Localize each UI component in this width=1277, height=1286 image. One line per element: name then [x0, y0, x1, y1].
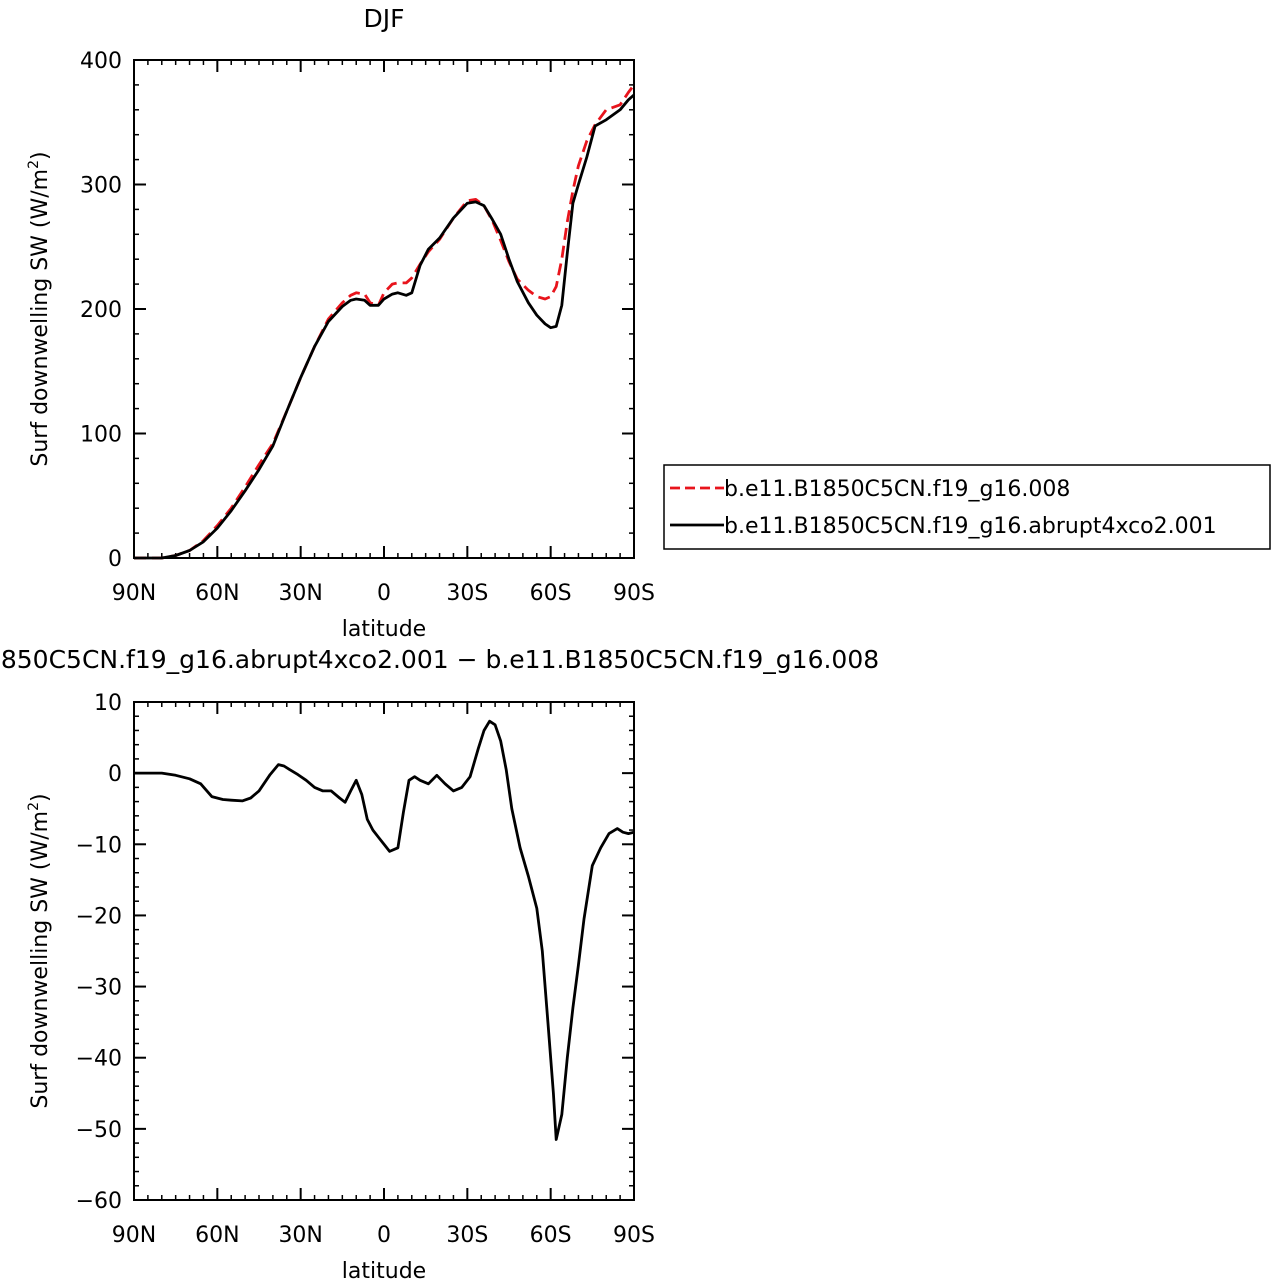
x-tick-label: 30S — [446, 1223, 488, 1248]
y-axis-label-main: Surf downwelling SW (W/m — [28, 169, 53, 467]
plot-frame — [133, 701, 635, 1201]
x-tick-label: 60N — [195, 1223, 239, 1248]
legend-entry-label: b.e11.B1850C5CN.f19_g16.008 — [724, 477, 1070, 502]
x-tick-label: 0 — [377, 1223, 391, 1248]
y-axis-label-close: ) — [28, 151, 53, 160]
y-tick-label: 100 — [80, 423, 122, 448]
plot-frame — [133, 59, 635, 559]
y-tick-label: 0 — [108, 762, 122, 787]
x-tick-label: 90S — [613, 1223, 655, 1248]
x-tick-label: 90N — [112, 581, 156, 606]
x-tick-label: 30N — [278, 1223, 322, 1248]
x-axis-label: latitude — [342, 617, 426, 642]
y-tick-label: −60 — [76, 1189, 122, 1214]
y-tick-label: −30 — [76, 976, 122, 1001]
y-tick-label: −20 — [76, 904, 122, 929]
chart-title: DJF — [363, 4, 404, 33]
x-tick-label: 60S — [530, 581, 572, 606]
y-axis-label-close: ) — [28, 793, 53, 802]
y-tick-label: −40 — [76, 1047, 122, 1072]
y-axis-label-superscript: 2 — [26, 160, 42, 169]
y-tick-label: 400 — [80, 49, 122, 74]
y-tick-label: −10 — [76, 833, 122, 858]
y-axis-label-superscript: 2 — [26, 802, 42, 811]
series-line-0 — [134, 719, 634, 1141]
x-tick-label: 90S — [613, 581, 655, 606]
chart-title: b.e11.B1850C5CN.f19_g16.abrupt4xco2.001 … — [0, 645, 879, 674]
bottom-panel-difference: b.e11.B1850C5CN.f19_g16.abrupt4xco2.001 … — [0, 645, 879, 1284]
legend-entry-label: b.e11.B1850C5CN.f19_g16.abrupt4xco2.001 — [724, 514, 1217, 539]
y-tick-label: 10 — [94, 691, 122, 716]
y-tick-label: 0 — [108, 547, 122, 572]
series-line-1 — [134, 93, 634, 560]
x-tick-label: 30N — [278, 581, 322, 606]
top-panel-djf-sw: DJF 90N 60N 30N 0 30S 60S 90S 0 100 200 300 400 latit… — [26, 4, 655, 642]
legend: b.e11.B1850C5CN.f19_g16.008 b.e11.B1850C5… — [663, 464, 1271, 550]
series-line-0 — [134, 84, 634, 560]
y-axis-label: Surf downwelling SW (W/m2) — [26, 793, 53, 1108]
y-axis-label: Surf downwelling SW (W/m2) — [26, 151, 53, 466]
x-tick-label: 60N — [195, 581, 239, 606]
x-tick-label: 60S — [530, 1223, 572, 1248]
y-axis-label-main: Surf downwelling SW (W/m — [28, 811, 53, 1109]
x-tick-label: 90N — [112, 1223, 156, 1248]
x-axis-label: latitude — [342, 1259, 426, 1284]
y-tick-label: −50 — [76, 1118, 122, 1143]
x-tick-label: 30S — [446, 581, 488, 606]
legend-box — [663, 464, 1271, 550]
y-tick-label: 300 — [80, 174, 122, 199]
y-tick-label: 200 — [80, 298, 122, 323]
x-tick-label: 0 — [377, 581, 391, 606]
